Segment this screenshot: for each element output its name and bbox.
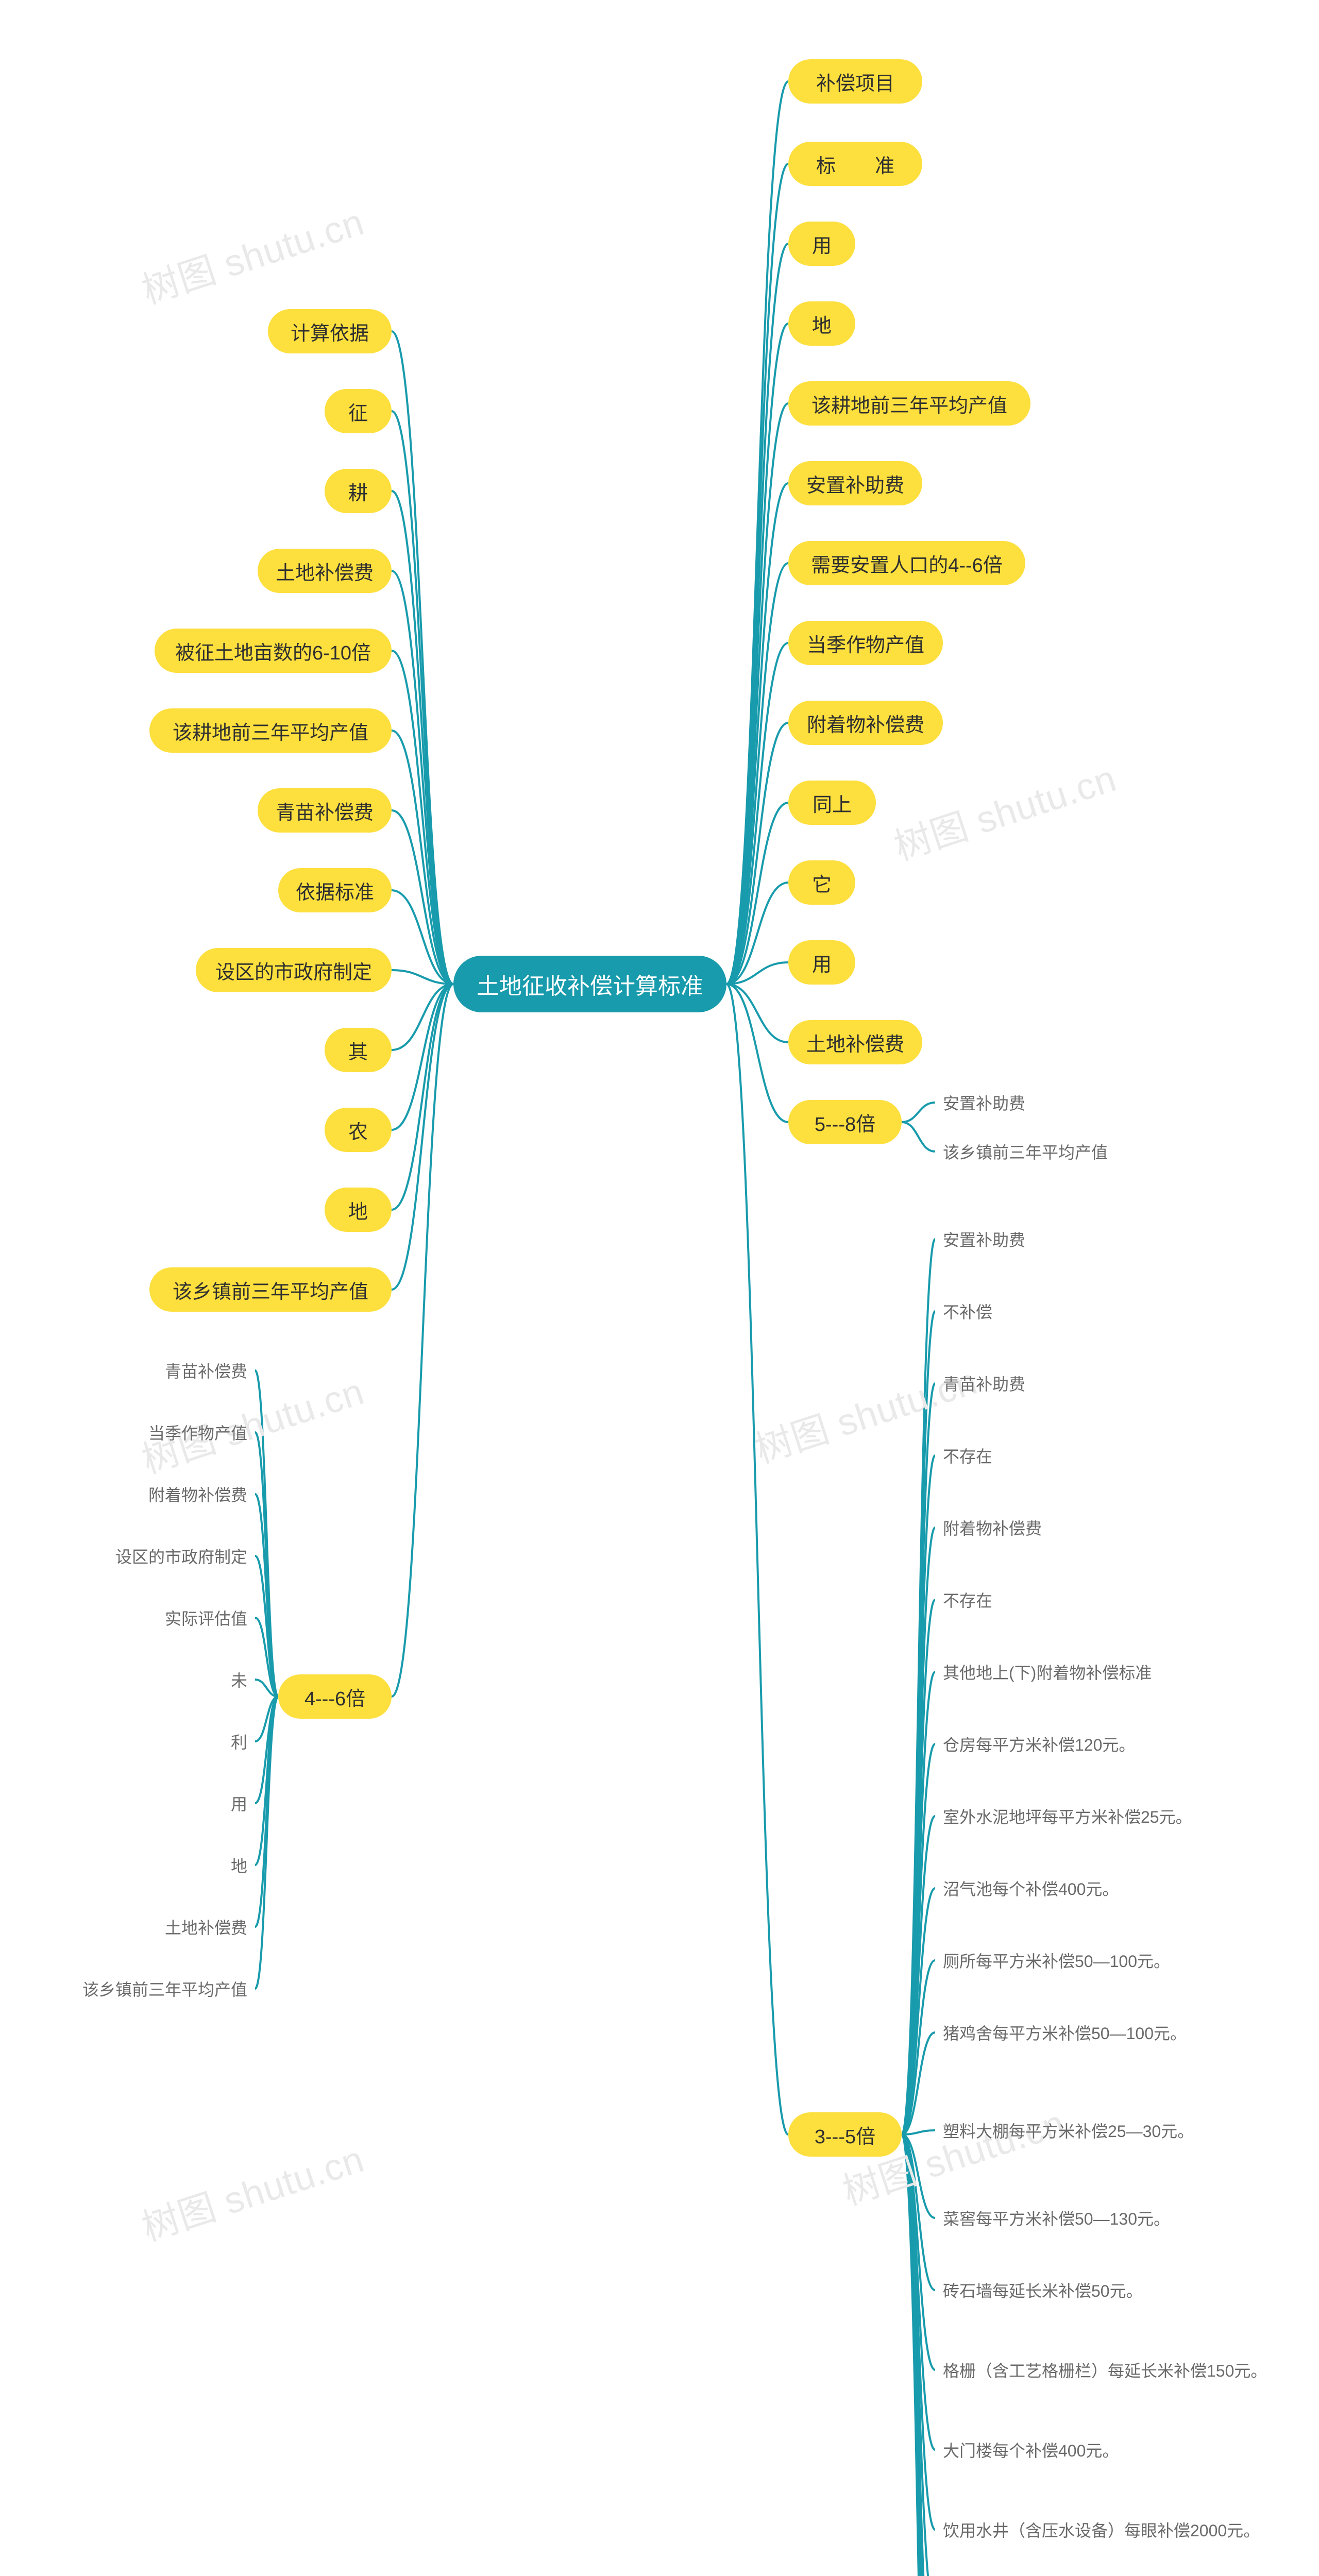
leaf-3-5-17: 饮用水井（含压水设备）每眼补偿2000元。 bbox=[943, 2519, 1260, 2543]
left-node-l9: 设区的市政府制定 bbox=[196, 948, 392, 992]
left-node-l4: 土地补偿费 bbox=[258, 549, 392, 593]
left-node-l11: 农 bbox=[325, 1108, 392, 1152]
leaf-3-5-2: 青苗补助费 bbox=[943, 1373, 1025, 1396]
left-node-l12: 地 bbox=[325, 1188, 392, 1232]
leaf-3-5-0: 安置补助费 bbox=[943, 1229, 1025, 1252]
right-node-r2: 标 准 bbox=[788, 142, 922, 186]
leaf-4-6-4: 实际评估值 bbox=[31, 1607, 247, 1631]
leaf-4-6-8: 地 bbox=[31, 1855, 247, 1878]
left-node-l8: 依据标准 bbox=[278, 868, 392, 912]
leaf-4-6-6: 利 bbox=[31, 1731, 247, 1754]
leaf-4-6-0: 青苗补偿费 bbox=[31, 1360, 247, 1383]
leaf-3-5-6: 其他地上(下)附着物补偿标准 bbox=[943, 1662, 1152, 1685]
leaf-4-6-1: 当季作物产值 bbox=[31, 1422, 247, 1445]
right-node-r5: 该耕地前三年平均产值 bbox=[788, 381, 1030, 426]
node-4-6: 4---6倍 bbox=[278, 1674, 392, 1719]
right-node-r1: 补偿项目 bbox=[788, 59, 922, 104]
leaf-4-6-9: 土地补偿费 bbox=[31, 1917, 247, 1940]
leaf-3-5-3: 不存在 bbox=[943, 1445, 992, 1468]
leaf-3-5-16: 大门楼每个补偿400元。 bbox=[943, 2439, 1119, 2463]
leaf-4-6-7: 用 bbox=[31, 1793, 247, 1816]
right-node-r7: 需要安置人口的4--6倍 bbox=[788, 541, 1025, 585]
leaf-3-5-7: 仓房每平方米补偿120元。 bbox=[943, 1734, 1135, 1757]
right-node-r10: 同上 bbox=[788, 781, 876, 825]
right-node-r3: 用 bbox=[788, 222, 855, 266]
leaf-4-6-10: 该乡镇前三年平均产值 bbox=[31, 1978, 247, 2002]
right-node-r13: 土地补偿费 bbox=[788, 1020, 922, 1064]
leaf-4-6-5: 未 bbox=[31, 1669, 247, 1692]
watermark: 树图 shutu.cn bbox=[886, 748, 1122, 871]
right-node-r4: 地 bbox=[788, 301, 855, 346]
center-node: 土地征收补偿计算标准 bbox=[453, 956, 726, 1012]
right-node-r11: 它 bbox=[788, 860, 855, 905]
leaf-3-5-12: 塑料大棚每平方米补偿25—30元。 bbox=[943, 2120, 1194, 2143]
left-node-l5: 被征土地亩数的6-10倍 bbox=[155, 629, 392, 673]
right-node-r9: 附着物补偿费 bbox=[788, 701, 943, 745]
watermark: 树图 shutu.cn bbox=[134, 192, 370, 314]
left-node-l7: 青苗补偿费 bbox=[258, 788, 392, 833]
node-5-8: 5---8倍 bbox=[788, 1100, 902, 1144]
right-node-r6: 安置补助费 bbox=[788, 461, 922, 505]
leaf-3-5-9: 沼气池每个补偿400元。 bbox=[943, 1878, 1119, 1901]
leaf-4-6-2: 附着物补偿费 bbox=[31, 1484, 247, 1507]
leaf-3-5-5: 不存在 bbox=[943, 1589, 992, 1613]
right-node-r12: 用 bbox=[788, 940, 855, 985]
left-node-l13: 该乡镇前三年平均产值 bbox=[149, 1267, 392, 1312]
leaf-3-5-10: 厕所每平方米补偿50—100元。 bbox=[943, 1950, 1170, 1973]
leaf-3-5-8: 室外水泥地坪每平方米补偿25元。 bbox=[943, 1806, 1192, 1829]
leaf-3-5-4: 附着物补偿费 bbox=[943, 1517, 1042, 1540]
left-node-l10: 其 bbox=[325, 1028, 392, 1072]
watermark: 树图 shutu.cn bbox=[134, 2129, 370, 2251]
leaf-3-5-13: 菜窖每平方米补偿50—130元。 bbox=[943, 2208, 1170, 2231]
leaf-3-5-14: 砖石墙每延长米补偿50元。 bbox=[943, 2280, 1143, 2303]
leaf-3-5-1: 不补偿 bbox=[943, 1301, 992, 1324]
leaf-3-5-15: 格栅（含工艺格栅栏）每延长米补偿150元。 bbox=[943, 2360, 1267, 2383]
node-3-5: 3---5倍 bbox=[788, 2112, 902, 2157]
left-node-l6: 该耕地前三年平均产值 bbox=[149, 708, 392, 753]
left-node-l3: 耕 bbox=[325, 469, 392, 513]
leaf-3-5-11: 猪鸡舍每平方米补偿50—100元。 bbox=[943, 2022, 1187, 2045]
left-node-l1: 计算依据 bbox=[268, 309, 392, 353]
leaf-4-6-3: 设区的市政府制定 bbox=[31, 1546, 247, 1569]
left-node-l2: 征 bbox=[325, 389, 392, 433]
leaf-5-8-1: 该乡镇前三年平均产值 bbox=[943, 1141, 1108, 1164]
right-node-r8: 当季作物产值 bbox=[788, 621, 943, 665]
leaf-5-8-0: 安置补助费 bbox=[943, 1092, 1025, 1115]
